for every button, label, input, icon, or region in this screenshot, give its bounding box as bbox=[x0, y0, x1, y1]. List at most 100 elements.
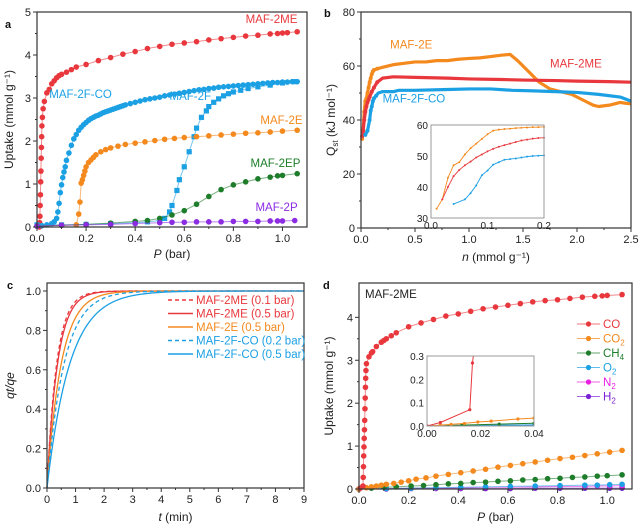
inset-data-point bbox=[472, 350, 475, 353]
data-point bbox=[193, 219, 200, 225]
data-point bbox=[362, 405, 368, 412]
x-tick-label: 0.4 bbox=[128, 233, 143, 245]
series-label: MAF-2E bbox=[390, 39, 433, 51]
data-point bbox=[557, 482, 563, 489]
data-point bbox=[361, 417, 368, 424]
data-point bbox=[378, 482, 385, 488]
legend-label: CO bbox=[603, 319, 620, 331]
legend-swatch-marker bbox=[585, 364, 592, 371]
data-point bbox=[361, 435, 368, 442]
data-point bbox=[279, 218, 286, 224]
inset-data-point bbox=[480, 153, 483, 156]
data-point bbox=[215, 84, 222, 91]
x-tick-label: 6 bbox=[215, 494, 221, 506]
data-point bbox=[492, 304, 499, 310]
inset-data-point bbox=[520, 139, 523, 142]
legend-item: CO2 bbox=[577, 334, 625, 348]
inset-data-point bbox=[520, 156, 523, 159]
inset-data-point bbox=[446, 176, 449, 179]
data-point bbox=[365, 128, 370, 133]
y-tick-label: 5 bbox=[25, 7, 31, 19]
inset-data-point bbox=[438, 420, 442, 425]
x-tick-label: 8 bbox=[272, 494, 278, 506]
panel-a: a MAF-2ME MAF-2F-CO MAF-2F MAF-2E MAF-2EP MAF-… bbox=[2, 7, 308, 261]
data-point bbox=[80, 172, 87, 179]
data-point bbox=[171, 135, 178, 142]
data-point bbox=[420, 482, 427, 489]
data-point bbox=[206, 104, 212, 110]
inset-data-point bbox=[516, 417, 520, 421]
y-axis-label: Uptake (mmol g⁻¹) bbox=[322, 336, 336, 435]
data-point bbox=[582, 482, 588, 488]
x-axis-label-symbol: P bbox=[477, 510, 485, 524]
legend-swatch-marker bbox=[585, 335, 592, 342]
data-point bbox=[373, 483, 380, 489]
legend-label-main: CO bbox=[603, 334, 620, 346]
legend-item: H2 bbox=[577, 392, 616, 406]
inset-data-point bbox=[458, 161, 461, 164]
data-point bbox=[206, 37, 212, 43]
y-tick-label: 0.4 bbox=[26, 404, 41, 416]
inset-data-point bbox=[514, 157, 517, 160]
data-point bbox=[156, 43, 163, 50]
legend-label: MAF-2E (0.5 bar) bbox=[196, 322, 285, 334]
inset-data-point bbox=[452, 175, 455, 178]
data-point bbox=[181, 164, 187, 170]
inset-x-tick-label: 0.1 bbox=[481, 221, 495, 232]
data-point bbox=[127, 100, 134, 107]
legend-item: O2 bbox=[577, 363, 617, 377]
data-point bbox=[82, 168, 88, 174]
data-point bbox=[98, 148, 104, 155]
inset-y-tick-label: 60 bbox=[417, 121, 429, 132]
data-point bbox=[470, 468, 476, 474]
data-point bbox=[83, 222, 89, 228]
data-point bbox=[181, 207, 188, 214]
data-point bbox=[457, 469, 464, 476]
inset-data-point bbox=[514, 127, 517, 130]
inset-background bbox=[427, 356, 534, 426]
data-point bbox=[529, 299, 536, 305]
data-point bbox=[405, 478, 412, 484]
inset-data-point bbox=[537, 126, 540, 129]
inset-data-point bbox=[497, 128, 500, 131]
data-point bbox=[604, 472, 610, 479]
data-point bbox=[369, 104, 374, 109]
data-point bbox=[507, 478, 514, 484]
x-axis-label: n (mmol g⁻¹) bbox=[462, 250, 530, 264]
data-point bbox=[274, 30, 281, 37]
data-point bbox=[38, 168, 44, 174]
inset-series-line bbox=[453, 154, 545, 205]
data-point bbox=[267, 174, 273, 180]
data-point bbox=[46, 86, 53, 93]
data-point bbox=[505, 302, 511, 309]
legend-label: H2 bbox=[603, 392, 616, 406]
panel-c: c 0 1 2 3 4 5 6 7 8 9 0.0 0.2 0.4 0.6 0.8 1.0 MAF-2ME (0.… bbox=[3, 280, 307, 524]
data-point bbox=[480, 305, 486, 312]
data-point bbox=[218, 219, 224, 225]
inset-data-point bbox=[475, 184, 478, 187]
x-axis-label-symbol: t bbox=[158, 510, 162, 524]
inset-data-point bbox=[463, 198, 466, 201]
y-axis-label-symbol: Q bbox=[324, 147, 338, 156]
data-point bbox=[40, 105, 46, 112]
data-point bbox=[255, 176, 261, 182]
inset-data-point bbox=[486, 169, 489, 172]
data-point bbox=[242, 218, 249, 225]
inset-data-point bbox=[462, 421, 467, 426]
data-point bbox=[107, 145, 114, 151]
data-point bbox=[532, 483, 539, 489]
legend-swatch-marker bbox=[585, 350, 592, 356]
series-line-3 bbox=[46, 290, 304, 489]
inset-x-tick-label: 0.0 bbox=[424, 221, 438, 232]
data-point bbox=[166, 92, 173, 98]
data-point bbox=[144, 217, 151, 224]
data-point bbox=[520, 477, 526, 483]
y-tick-label: 1 bbox=[347, 441, 353, 453]
data-point bbox=[169, 212, 175, 218]
x-axis-label-unit: (bar) bbox=[485, 510, 514, 524]
data-point bbox=[365, 91, 370, 95]
data-point bbox=[161, 93, 168, 99]
data-point bbox=[57, 189, 64, 196]
data-point bbox=[156, 94, 163, 100]
data-point bbox=[362, 395, 369, 401]
